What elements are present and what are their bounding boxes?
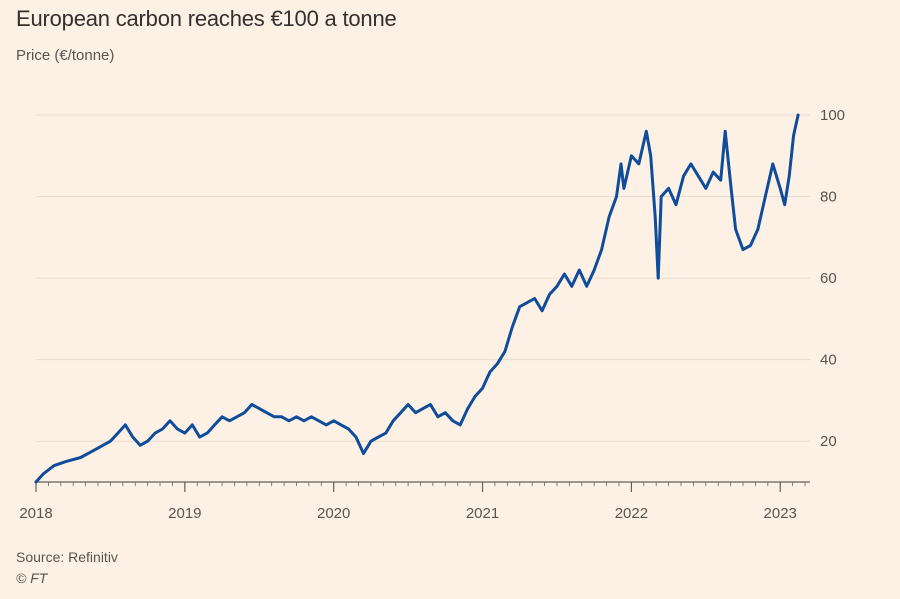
y-tick-label-80: 80 — [820, 189, 837, 206]
x-tick-label-2019: 2019 — [168, 505, 201, 522]
y-tick-label-60: 60 — [820, 270, 837, 287]
x-tick-label-2022: 2022 — [615, 505, 648, 522]
x-tick-label-2018: 2018 — [19, 505, 52, 522]
series-line-0 — [34, 113, 800, 484]
y-axis-label: Price (€/tonne) — [16, 47, 115, 64]
source-note: Source: Refinitiv — [16, 549, 118, 565]
x-tick-label-2021: 2021 — [466, 505, 499, 522]
x-tick-label-2023: 2023 — [764, 505, 797, 522]
copyright-credit: © FT — [16, 570, 48, 586]
y-tick-label-100: 100 — [820, 107, 845, 124]
chart-title: European carbon reaches €100 a tonne — [16, 6, 397, 31]
y-tick-label-20: 20 — [820, 433, 837, 450]
x-tick-label-2020: 2020 — [317, 505, 350, 522]
y-tick-label-40: 40 — [820, 352, 837, 369]
